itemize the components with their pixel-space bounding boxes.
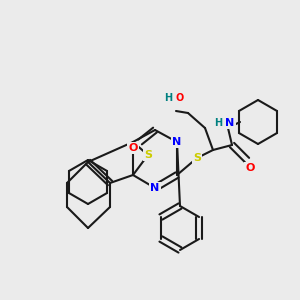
Text: N: N xyxy=(225,118,235,128)
Text: N: N xyxy=(172,137,182,147)
Text: O: O xyxy=(128,143,138,153)
Text: H: H xyxy=(164,93,172,103)
Text: H: H xyxy=(214,118,222,128)
Text: N: N xyxy=(150,183,160,193)
Text: S: S xyxy=(144,150,152,160)
Text: S: S xyxy=(193,153,201,163)
Text: O: O xyxy=(245,163,255,173)
Text: O: O xyxy=(176,93,184,103)
